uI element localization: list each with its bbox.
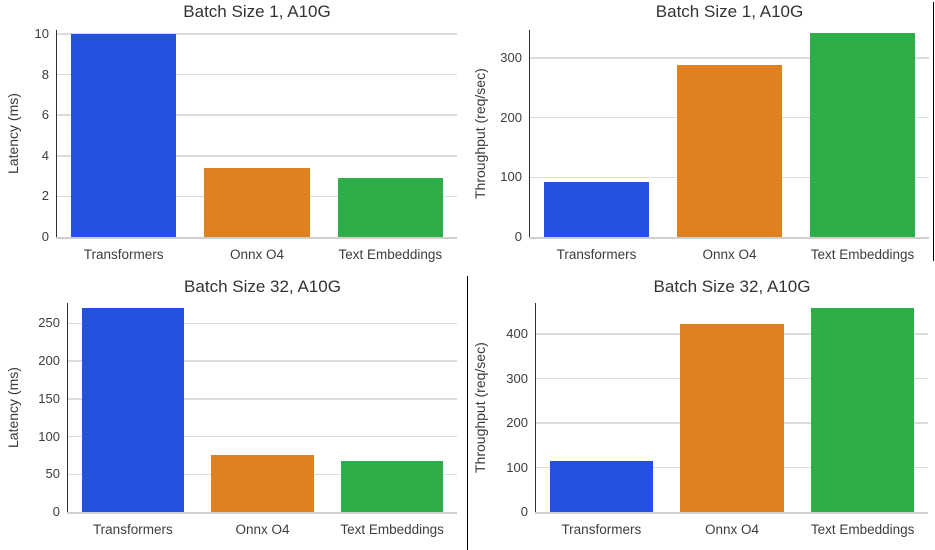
y-tick-label: 8 <box>41 66 49 82</box>
y-tick-label: 150 <box>38 390 60 406</box>
x-category-label: Transformers <box>556 247 637 262</box>
bar-onnx-orange <box>211 455 314 512</box>
y-tick-label: 100 <box>506 459 528 475</box>
x-category-label: Transformers <box>92 522 173 537</box>
gridline <box>68 398 457 400</box>
y-tick-label: 200 <box>38 353 60 369</box>
x-category-label: Text Embeddings <box>810 247 915 262</box>
y-tick-label: 6 <box>41 107 49 123</box>
y-tick-label: 50 <box>45 466 60 482</box>
gridline <box>530 57 929 59</box>
bar-transformers-blue <box>543 182 650 237</box>
bar-transformers-blue <box>81 308 185 512</box>
bar-onnx-orange <box>680 324 784 512</box>
y-tick-label: 300 <box>500 50 522 66</box>
x-category-label: Onnx O4 <box>235 522 290 537</box>
chart-title: Batch Size 32, A10G <box>653 277 811 296</box>
bar-transformers-blue <box>549 460 653 512</box>
bar-onnx-orange <box>204 168 310 237</box>
y-axis-label: Latency (ms) <box>5 93 21 174</box>
bar-transformers-blue <box>71 34 177 237</box>
y-axis-spine <box>528 30 530 237</box>
gridline <box>57 114 457 116</box>
chart-batch1-latency: Batch Size 1, A10G Latency (ms) 0 2 4 6 8 10 T… <box>0 0 467 275</box>
x-category-label: Text Embeddings <box>810 522 915 537</box>
y-tick-label: 0 <box>52 504 60 519</box>
x-axis-spine <box>534 512 928 514</box>
bar-text-embeddings-green <box>340 460 444 512</box>
y-tick-label: 0 <box>520 504 528 519</box>
x-category-label: Transformers <box>83 247 164 262</box>
y-tick-label: 200 <box>506 415 528 431</box>
x-axis-spine <box>55 237 457 239</box>
y-tick-label: 4 <box>41 147 49 163</box>
y-axis-spine <box>55 30 57 237</box>
bar-text-embeddings-green <box>811 308 915 512</box>
y-tick-label: 300 <box>506 370 528 386</box>
x-axis-spine <box>528 237 929 239</box>
chart-batch32-throughput: Batch Size 32, A10G Throughput (req/sec)… <box>467 275 934 550</box>
x-category-label: Onnx O4 <box>229 247 284 262</box>
x-category-label: Text Embeddings <box>338 247 443 262</box>
y-tick-label: 0 <box>514 229 522 244</box>
chart-title: Batch Size 1, A10G <box>655 2 804 21</box>
bar-text-embeddings-green <box>809 32 916 237</box>
x-category-label: Onnx O4 <box>704 522 759 537</box>
bar-onnx-orange <box>676 65 783 237</box>
chart-batch1-throughput: Batch Size 1, A10G Throughput (req/sec) … <box>467 0 934 275</box>
y-tick-label: 2 <box>41 188 49 204</box>
gridline <box>57 155 457 157</box>
chart-title: Batch Size 1, A10G <box>183 2 331 21</box>
y-axis-spine <box>534 303 536 512</box>
y-tick-label: 200 <box>500 109 522 125</box>
image-border-middle-segment <box>466 276 469 550</box>
gridline <box>57 33 457 35</box>
chart-title: Batch Size 32, A10G <box>184 277 341 296</box>
x-category-label: Onnx O4 <box>702 247 757 262</box>
y-tick-label: 100 <box>38 428 60 444</box>
y-tick-label: 400 <box>506 326 528 342</box>
gridline <box>68 435 457 438</box>
image-border-right-segment <box>932 2 935 261</box>
x-category-label: Transformers <box>561 522 642 537</box>
x-axis-spine <box>66 512 457 514</box>
x-category-label: Text Embeddings <box>340 522 444 537</box>
chart-batch32-latency: Batch Size 32, A10G Latency (ms) 0 50 100 1… <box>0 275 467 550</box>
gridline <box>68 322 457 325</box>
y-tick-label: 10 <box>34 26 49 42</box>
y-tick-label: 100 <box>500 169 522 185</box>
bar-text-embeddings-green <box>337 178 443 237</box>
y-tick-label: 250 <box>38 315 60 331</box>
y-tick-label: 0 <box>41 229 49 244</box>
gridline <box>68 360 457 362</box>
y-axis-spine <box>66 303 68 512</box>
gridline <box>57 73 457 76</box>
